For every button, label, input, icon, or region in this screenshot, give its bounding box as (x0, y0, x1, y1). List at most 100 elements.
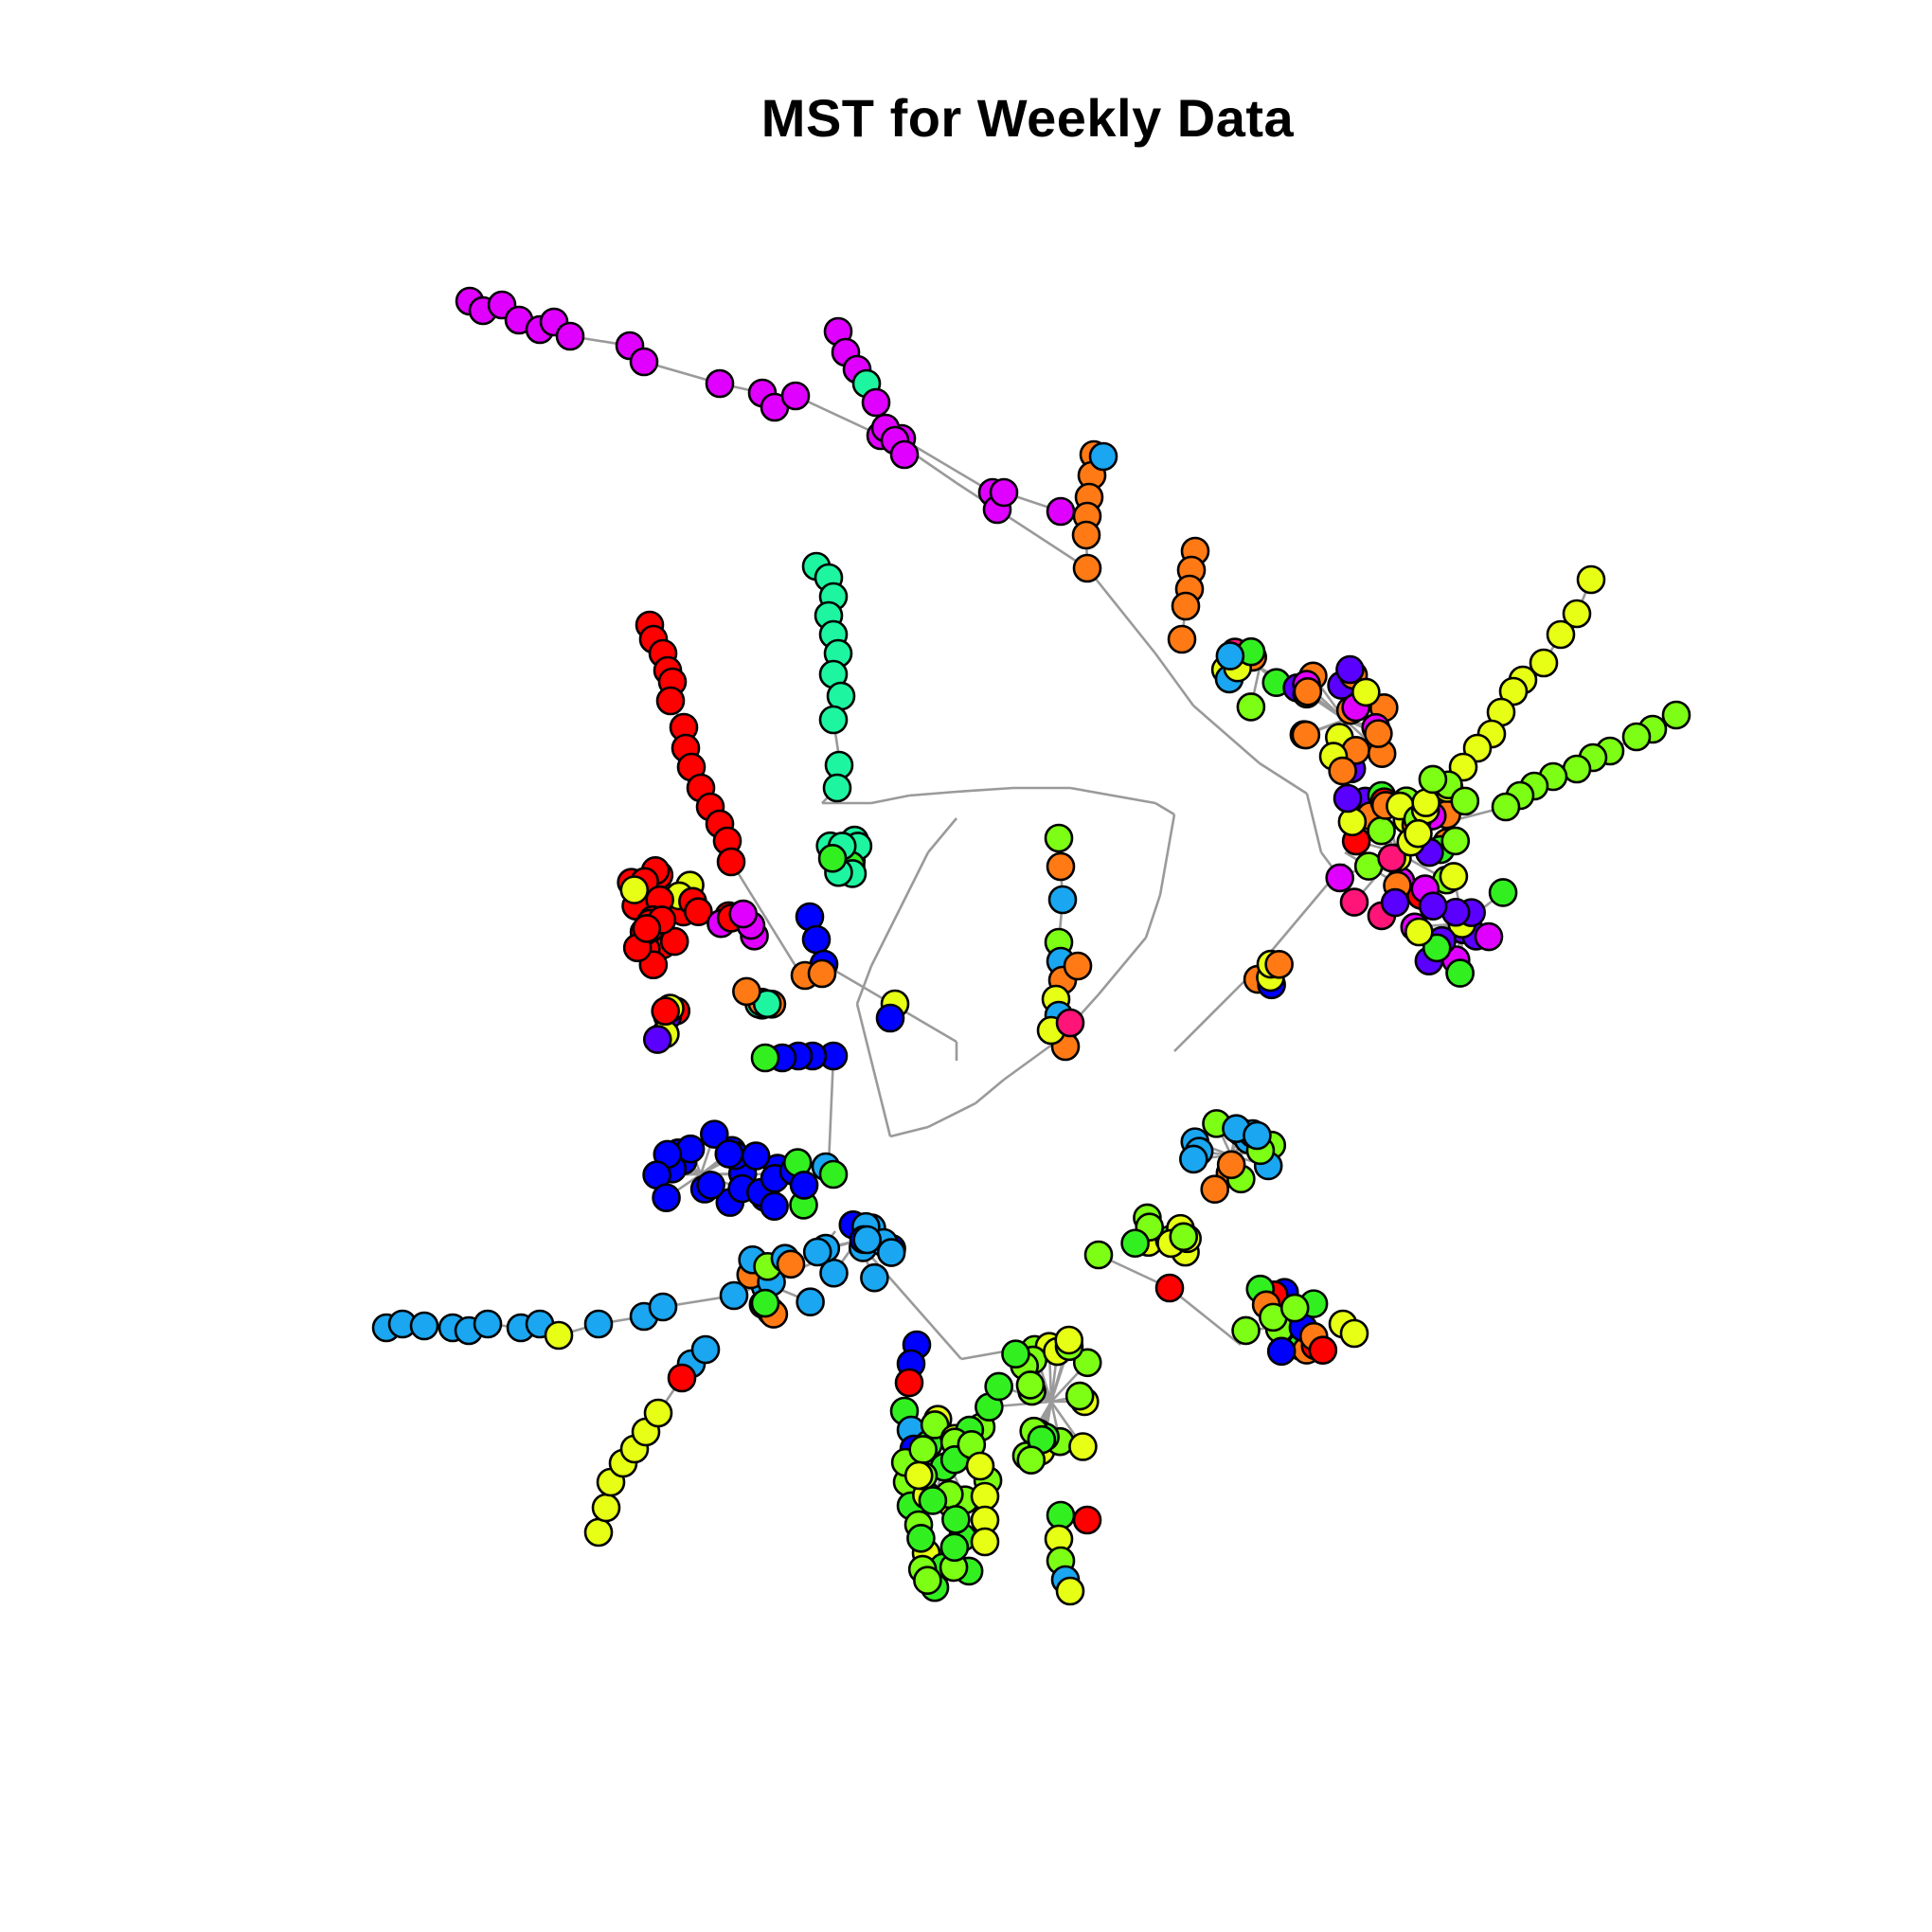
graph-node (889, 439, 920, 470)
graph-node (1291, 720, 1321, 750)
graph-node (696, 1171, 725, 1200)
graph-node (1088, 441, 1118, 472)
graph-node (861, 387, 891, 418)
graph-node (652, 1183, 681, 1212)
mst-edge (795, 394, 882, 438)
graph-node (822, 773, 852, 803)
graph-node (1054, 1325, 1084, 1355)
graph-node (1044, 823, 1074, 853)
graph-node (1016, 1445, 1046, 1476)
graph-node (655, 686, 686, 716)
graph-node (473, 1309, 503, 1339)
graph-node (699, 1119, 729, 1149)
graph-node (1367, 815, 1396, 846)
graph-node (719, 1280, 749, 1311)
graph-node (1474, 921, 1504, 952)
graph-node (989, 477, 1019, 508)
mst-edge (927, 817, 957, 853)
mst-edge (956, 786, 1014, 794)
graph-node (1529, 648, 1559, 678)
graph-node (1120, 1228, 1150, 1259)
mst-edge (1169, 1286, 1242, 1347)
graph-node (1072, 1505, 1102, 1535)
graph-node (705, 368, 735, 399)
graph-node (667, 1363, 697, 1393)
graph-node (760, 1191, 789, 1221)
graph-node (1055, 1576, 1085, 1606)
graph-node (629, 347, 659, 377)
graph-node (583, 1309, 614, 1339)
mst-edge (889, 1125, 929, 1138)
graph-node (1083, 1240, 1114, 1270)
graph-node (1380, 887, 1410, 918)
graph-node (818, 1159, 849, 1190)
graph-node (801, 924, 832, 955)
graph-node (1046, 851, 1076, 882)
mst-edge (1158, 814, 1176, 896)
graph-node (913, 1565, 942, 1596)
mst-edge (1069, 786, 1156, 805)
graph-node (728, 899, 759, 929)
graph-node (1325, 863, 1354, 893)
graph-node (409, 1311, 439, 1341)
graph-node (903, 1460, 934, 1491)
graph-node (780, 381, 811, 411)
graph-node (918, 1486, 948, 1515)
mst-edge (1003, 1040, 1057, 1082)
graph-node (1661, 700, 1691, 730)
graph-node (1243, 1120, 1272, 1151)
graph-node (1404, 818, 1433, 849)
graph-node (1562, 599, 1592, 629)
graph-node (1264, 949, 1294, 979)
graph-node (1231, 1315, 1261, 1346)
graph-node (1337, 807, 1368, 837)
graph-node (1046, 1500, 1076, 1530)
graph-node (583, 1517, 614, 1547)
graph-node (1068, 1432, 1098, 1461)
graph-node (920, 1410, 950, 1440)
graph-node (1333, 783, 1363, 814)
mst-edge (1144, 894, 1162, 939)
mst-edge (927, 1101, 976, 1129)
graph-node (818, 705, 849, 735)
graph-node (648, 1292, 678, 1322)
graph-node (1154, 1273, 1185, 1303)
graph-node (1621, 722, 1652, 752)
graph-node (555, 321, 585, 351)
graph-node (802, 1237, 832, 1267)
graph-node (860, 1262, 889, 1293)
graph-node (643, 1398, 673, 1428)
graph-node (1404, 917, 1434, 947)
mst-edge (874, 1079, 892, 1137)
graph-node (714, 1139, 744, 1169)
graph-node (690, 1334, 721, 1365)
graph-node (807, 958, 837, 989)
graph-node (908, 1435, 938, 1464)
graph-node (1546, 619, 1576, 650)
graph-node (1215, 641, 1245, 671)
mst-edge (1085, 567, 1157, 654)
graph-node (651, 996, 680, 1026)
mst-edge (1305, 793, 1323, 853)
graph-node (1015, 1370, 1046, 1400)
graph-node (1266, 1336, 1297, 1367)
graph-node (750, 1288, 780, 1318)
graph-node (1047, 885, 1078, 915)
graph-node (1236, 692, 1266, 722)
mst-edge (856, 1240, 962, 1360)
graph-node (716, 847, 746, 877)
graph-node (1445, 958, 1475, 988)
graph-node (1562, 754, 1592, 784)
graph-node (852, 1225, 882, 1255)
graph-node (642, 1025, 672, 1054)
graph-node (1071, 520, 1101, 550)
graph-node (1491, 792, 1521, 822)
graph-node (544, 1320, 574, 1351)
mst-edge (1154, 653, 1195, 707)
graph-node (789, 1171, 819, 1200)
graph-node (1216, 1150, 1246, 1180)
mst-edge (1098, 937, 1147, 995)
graph-node (1439, 862, 1469, 891)
graph-node (1364, 719, 1393, 748)
